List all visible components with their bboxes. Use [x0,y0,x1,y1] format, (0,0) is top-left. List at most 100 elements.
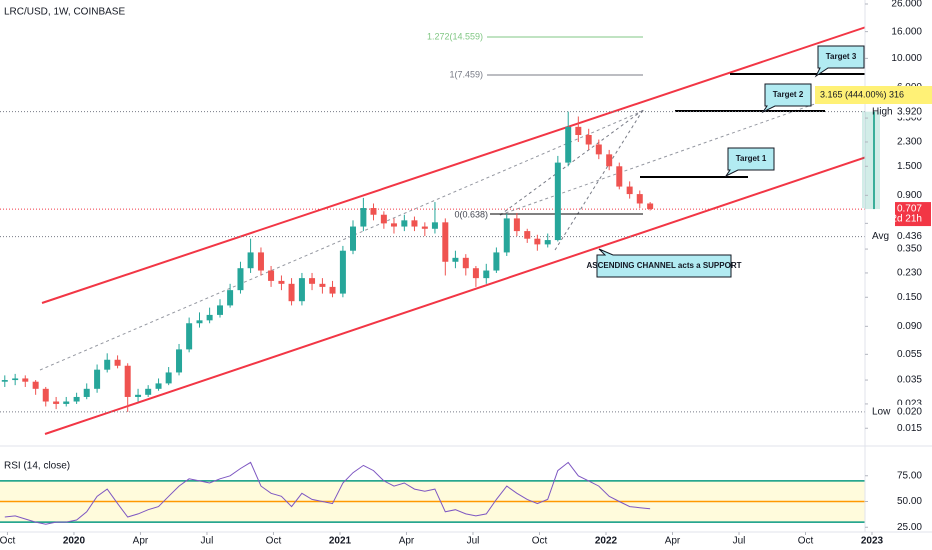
marker-value: 0.436 [897,231,922,242]
y-tick-label: 1.500 [897,161,922,172]
y-tick-label: 0.055 [897,349,922,360]
rsi-tick-label: 25.00 [897,522,922,533]
rsi-title: RSI (14, close) [4,461,70,472]
candle-body [196,320,203,324]
candle-body [114,359,121,366]
candle-body [288,283,295,302]
candle-body [53,401,60,404]
candle-body [12,378,19,381]
candle-body [595,144,602,155]
x-tick-label: 2022 [595,536,618,547]
y-tick-label: 0.035 [897,375,922,386]
candle-body [575,126,582,135]
candle-body [247,252,254,269]
y-tick-label: 0.350 [897,244,922,255]
candle-body [544,240,551,245]
dashed-trend [39,109,646,371]
candle-body [268,270,275,281]
candle-body [524,231,531,239]
marker-name: High [872,106,893,117]
candle-body [124,365,131,397]
candle-body [452,257,459,262]
candle-body [626,186,633,195]
y-tick-label: 0.090 [897,321,922,332]
candle-body [493,252,500,271]
candle-body [145,388,152,395]
marker-value: 3.920 [897,106,922,117]
candle-body [339,250,346,294]
callout-box [761,83,812,114]
candle-body [22,378,29,382]
marker-value: 0.707 [897,204,922,215]
candle-body [63,401,70,404]
candle-body [534,238,541,245]
measure-label [815,86,932,104]
fib-label: 1.272(14.559) [427,31,483,41]
x-tick-label: Oct [532,536,548,547]
x-tick-label: Apr [399,536,415,547]
candle-body [431,222,438,229]
callout-box [596,248,732,278]
callout-box [814,45,865,78]
candle-body [216,305,223,315]
callout-text: Target 2 [773,90,804,99]
x-tick-label: Oct [0,536,15,547]
channel-lower [44,147,894,435]
callout-text: Target 1 [736,154,767,163]
candle-body [73,396,80,402]
candle-body [165,372,172,384]
callout-box [724,147,775,178]
candle-body [309,278,316,284]
y-tick-label: 0.230 [897,268,922,279]
y-tick-label: 10.000 [891,53,922,64]
channel-upper [41,17,894,304]
x-tick-label: Jul [201,536,214,547]
marker-name: Low [872,407,891,418]
candle-body [104,359,111,370]
marker-box [896,104,930,118]
candle-body [360,208,367,227]
measure-text: 3.165 (444.00%) 316 [820,89,904,99]
countdown: 2d 21h [891,214,922,225]
candle-body [472,268,479,279]
callout-text: Target 3 [826,52,857,61]
marker-box [895,202,931,227]
candle-body [554,162,561,241]
candle-body [421,226,428,229]
x-tick-label: Oct [798,536,814,547]
candle-body [503,218,510,253]
candle-body [370,208,377,215]
candle-body [135,394,142,397]
candle-body [83,388,90,397]
candle-body [647,203,654,210]
candle-body [176,349,183,373]
candle-body [616,166,623,187]
candle-body [237,268,244,291]
rsi-tick-label: 75.00 [897,470,922,481]
candle-body [442,222,449,262]
candle-body [606,154,613,167]
candle-body [257,252,264,271]
y-tick-label: 0.015 [897,423,922,434]
candle-body [1,380,8,382]
candle-body [319,283,326,287]
fib-label: 1(7.459) [449,69,483,79]
candle-body [298,278,305,302]
candle-body [155,383,162,389]
candle-body [42,388,49,402]
x-tick-label: Apr [133,536,149,547]
marker-box [896,404,930,418]
x-tick-label: Oct [266,536,282,547]
callouts: Target 3 Target 2 Target 1 ASCENDING CHA… [587,45,932,278]
y-tick-label: 0.150 [897,292,922,303]
chart-title: LRC/USD, 1W, COINBASE [4,7,125,18]
fib-label: 0(0.638) [454,209,488,219]
candle-body [636,194,643,204]
rsi-line [4,461,651,525]
candle-body [462,257,469,269]
x-tick-label: 2021 [329,536,352,547]
drawings [39,17,894,435]
y-tick-label: 16.000 [891,26,922,37]
range-box [865,111,880,210]
